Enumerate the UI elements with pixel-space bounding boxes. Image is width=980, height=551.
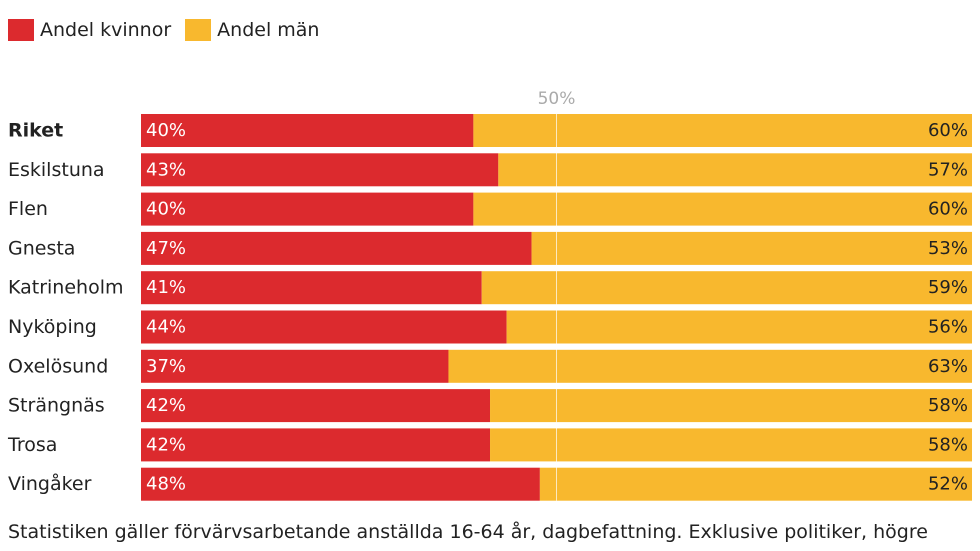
bar-men-katrineholm: [481, 271, 972, 305]
value-label-men-nykoping: 56%: [928, 317, 968, 338]
bar-women-vingaker: [141, 467, 540, 501]
stacked-bar-chart: Riket 40% 60% Eskilstuna 43% 57% Flen 40% 60% Gne…: [7, 89, 973, 501]
bar-men-flen: [473, 192, 972, 226]
value-label-women-strangnas: 42%: [146, 395, 186, 416]
bar-men-strangnas: [490, 389, 972, 423]
value-label-women-nykoping: 44%: [146, 317, 186, 338]
category-label-strangnas: Strängnäs: [8, 395, 105, 417]
value-label-men-strangnas: 58%: [928, 395, 968, 416]
value-label-women-katrineholm: 41%: [146, 277, 186, 298]
bar-men-oxelosund: [448, 349, 973, 383]
bar-men-riket: [473, 114, 972, 147]
value-label-men-gnesta: 53%: [928, 238, 968, 259]
value-label-men-katrineholm: 59%: [928, 277, 968, 298]
bar-men-eskilstuna: [498, 153, 972, 187]
category-label-eskilstuna: Eskilstuna: [8, 159, 105, 181]
bar-women-katrineholm: [141, 271, 482, 305]
legend-item-women: Andel kvinnor: [8, 19, 171, 41]
category-label-trosa: Trosa: [7, 434, 57, 456]
category-label-vingaker: Vingåker: [8, 472, 92, 495]
category-label-nykoping: Nyköping: [8, 316, 97, 338]
category-label-flen: Flen: [8, 198, 48, 220]
bar-men-gnesta: [531, 231, 972, 265]
bar-women-riket: [141, 114, 474, 147]
value-label-men-trosa: 58%: [928, 434, 968, 455]
bar-women-nykoping: [141, 310, 507, 344]
legend-item-men: Andel män: [185, 19, 319, 41]
category-label-katrineholm: Katrineholm: [8, 277, 124, 299]
bar-women-gnesta: [141, 231, 532, 265]
category-label-oxelosund: Oxelösund: [8, 355, 108, 377]
value-label-women-riket: 40%: [146, 120, 186, 141]
bar-men-trosa: [490, 428, 972, 462]
bar-women-flen: [141, 192, 474, 226]
category-label-riket: Riket: [8, 120, 63, 142]
bar-women-strangnas: [141, 389, 491, 423]
legend-label-women: Andel kvinnor: [40, 19, 172, 41]
value-label-women-vingaker: 48%: [146, 474, 186, 495]
value-label-women-gnesta: 47%: [146, 238, 186, 259]
value-label-men-oxelosund: 63%: [928, 356, 968, 377]
value-label-men-riket: 60%: [928, 120, 968, 141]
bar-women-eskilstuna: [141, 153, 499, 187]
value-label-men-vingaker: 52%: [928, 474, 968, 495]
value-label-women-eskilstuna: 43%: [146, 159, 186, 180]
bar-women-oxelosund: [141, 349, 449, 383]
bar-women-trosa: [141, 428, 491, 462]
bar-men-vingaker: [539, 467, 972, 501]
legend-swatch-men: [185, 19, 212, 41]
value-label-men-flen: 60%: [928, 199, 968, 220]
value-label-men-eskilstuna: 57%: [928, 159, 968, 180]
bar-men-nykoping: [506, 310, 972, 344]
footnote: Statistiken gäller förvärvsarbetande ans…: [8, 521, 928, 543]
value-label-women-flen: 40%: [146, 199, 186, 220]
reference-line-label: 50%: [538, 89, 576, 109]
category-label-gnesta: Gnesta: [8, 237, 75, 259]
value-label-women-oxelosund: 37%: [146, 356, 186, 377]
legend: Andel kvinnor Andel män: [8, 19, 333, 41]
value-label-women-trosa: 42%: [146, 434, 186, 455]
legend-swatch-women: [8, 19, 34, 41]
legend-label-men: Andel män: [217, 19, 320, 41]
